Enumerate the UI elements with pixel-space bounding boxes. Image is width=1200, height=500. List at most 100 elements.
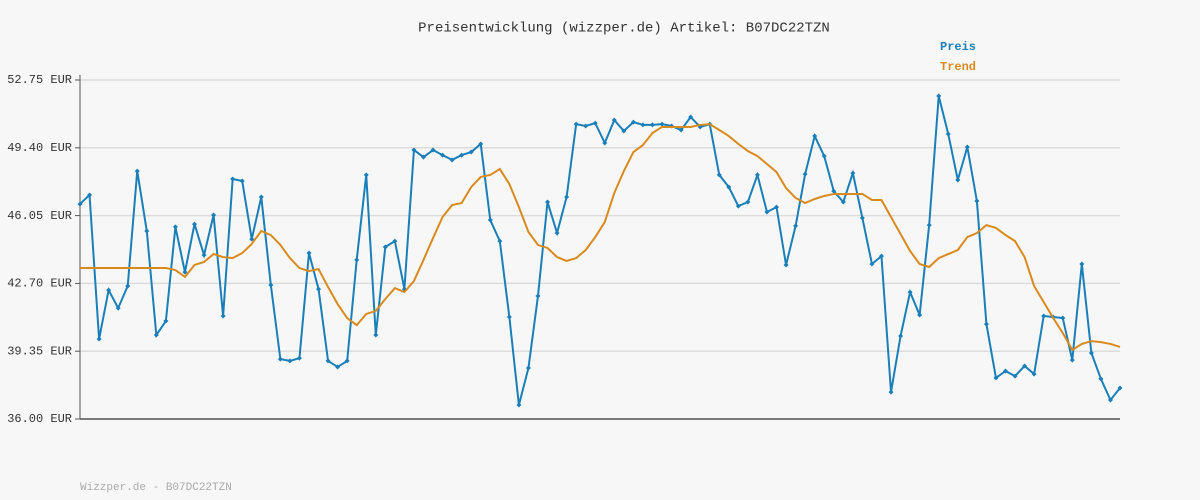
point-marker (764, 209, 770, 215)
point-marker (974, 198, 980, 204)
point-marker (917, 312, 923, 318)
point-marker (793, 223, 799, 229)
point-marker (1022, 363, 1028, 369)
point-marker (191, 221, 197, 227)
y-tick-label: 52.75 EUR (7, 73, 72, 87)
point-marker (859, 215, 865, 221)
point-marker (783, 262, 789, 268)
point-marker (649, 122, 655, 128)
point-marker (325, 358, 331, 364)
point-marker (1088, 350, 1094, 356)
point-marker (1031, 371, 1037, 377)
point-marker (115, 305, 121, 311)
y-tick-label: 36.00 EUR (7, 412, 72, 426)
point-marker (754, 172, 760, 178)
point-marker (468, 149, 474, 155)
point-marker (144, 228, 150, 234)
point-marker (716, 172, 722, 178)
y-tick-label: 42.70 EUR (7, 277, 72, 291)
point-marker (659, 121, 665, 127)
y-tick-label: 46.05 EUR (7, 209, 72, 223)
series-line (80, 123, 1121, 352)
point-marker (516, 402, 522, 408)
point-marker (506, 314, 512, 320)
point-marker (239, 178, 245, 184)
point-marker (420, 154, 426, 160)
point-marker (335, 364, 341, 370)
point-marker (1060, 315, 1066, 321)
point-marker (211, 212, 217, 218)
point-marker (230, 176, 236, 182)
footer: Wizzper.de - B07DC22TZN (80, 482, 232, 494)
point-marker (573, 121, 579, 127)
point-marker (745, 199, 751, 205)
point-marker (172, 224, 178, 230)
point-marker (535, 293, 541, 299)
point-marker (888, 389, 894, 395)
point-marker (878, 253, 884, 259)
point-marker (125, 283, 131, 289)
point-marker (1012, 373, 1018, 379)
point-marker (497, 238, 503, 244)
point-marker (373, 332, 379, 338)
point-marker (487, 217, 493, 223)
point-marker (449, 157, 455, 163)
point-marker (478, 141, 484, 147)
point-marker (106, 287, 112, 293)
point-marker (268, 282, 274, 288)
point-marker (869, 261, 875, 267)
point-marker (611, 117, 617, 123)
point-marker (344, 358, 350, 364)
point-marker (993, 375, 999, 381)
point-marker (201, 252, 207, 258)
point-marker (220, 313, 226, 319)
point-marker (1003, 368, 1009, 374)
legend-entry: Trend (940, 60, 976, 74)
point-marker (96, 336, 102, 342)
point-marker (831, 188, 837, 194)
point-marker (898, 333, 904, 339)
point-marker (678, 127, 684, 133)
point-marker (602, 140, 608, 146)
point-marker (821, 153, 827, 159)
point-marker (249, 236, 255, 242)
point-marker (545, 199, 551, 205)
point-marker (525, 365, 531, 371)
point-marker (411, 147, 417, 153)
point-marker (153, 332, 159, 338)
point-marker (392, 238, 398, 244)
point-marker (382, 244, 388, 250)
point-marker (688, 114, 694, 120)
point-marker (277, 356, 283, 362)
point-marker (430, 147, 436, 153)
point-marker (735, 203, 741, 209)
point-marker (1098, 376, 1104, 382)
legend-entry: Preis (940, 40, 976, 54)
point-marker (621, 128, 627, 134)
point-marker (812, 133, 818, 139)
point-marker (907, 289, 913, 295)
point-marker (77, 201, 83, 207)
point-marker (363, 172, 369, 178)
point-marker (802, 171, 808, 177)
point-marker (134, 168, 140, 174)
point-marker (459, 152, 465, 158)
point-marker (163, 318, 169, 324)
point-marker (630, 119, 636, 125)
point-marker (1117, 385, 1123, 391)
point-marker (306, 250, 312, 256)
point-marker (296, 355, 302, 361)
point-marker (592, 120, 598, 126)
point-marker (640, 122, 646, 128)
point-marker (258, 194, 264, 200)
point-marker (983, 321, 989, 327)
point-marker (936, 93, 942, 99)
point-marker (564, 194, 570, 200)
point-marker (926, 222, 932, 228)
point-marker (964, 144, 970, 150)
point-marker (1107, 397, 1113, 403)
y-tick-label: 39.35 EUR (7, 344, 72, 358)
point-marker (583, 123, 589, 129)
point-marker (87, 192, 93, 198)
